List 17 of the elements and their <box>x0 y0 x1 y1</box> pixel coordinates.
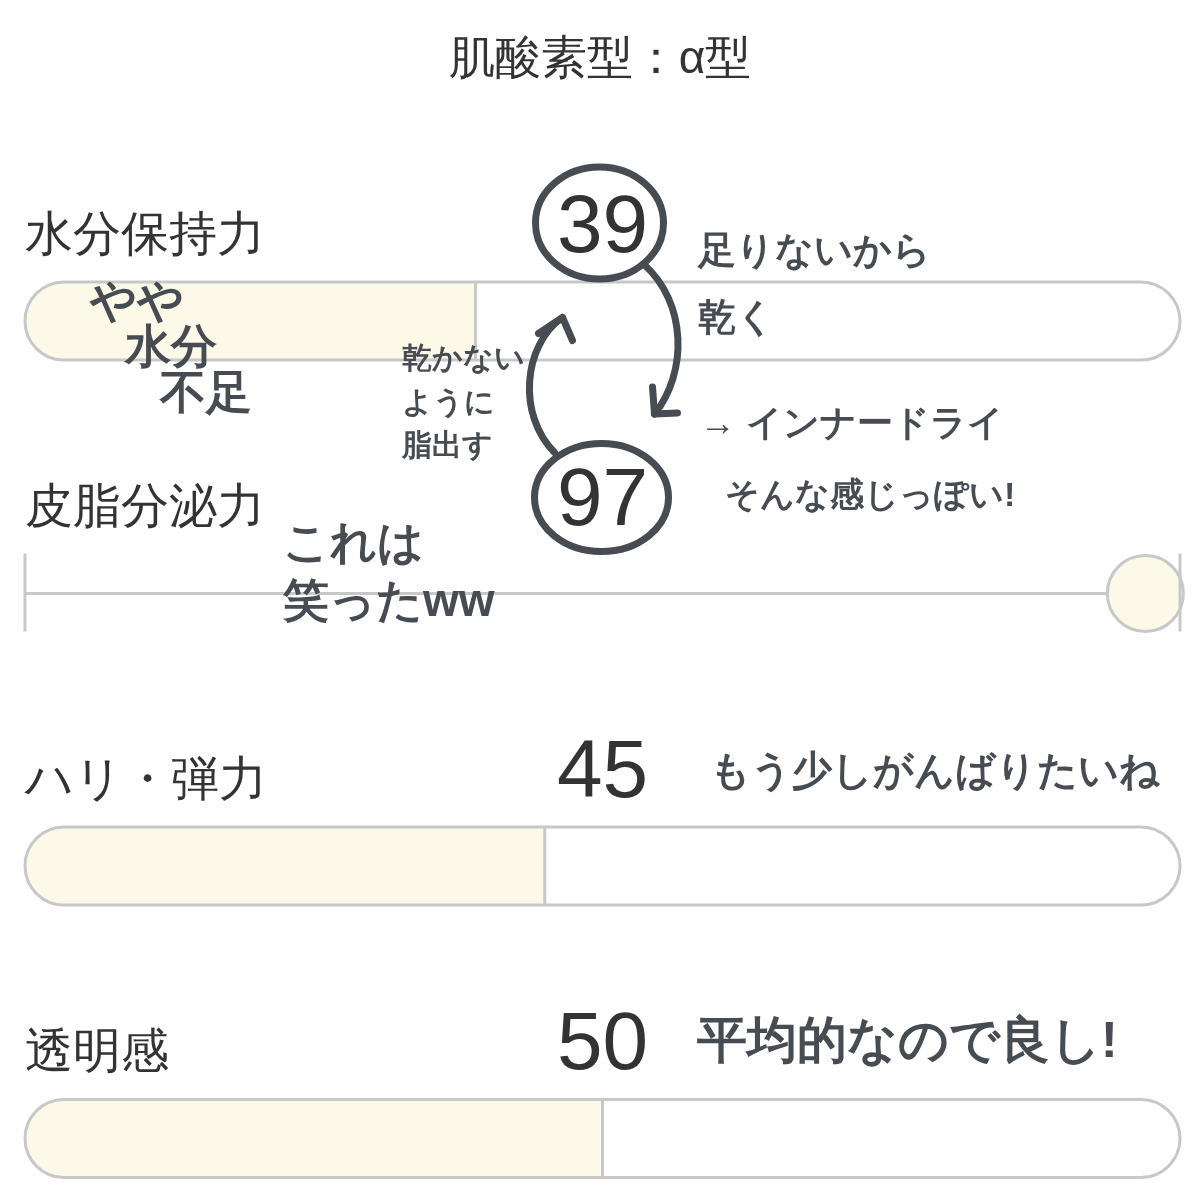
annotation: 97 <box>556 450 649 541</box>
annotation: 乾かないように脂出す <box>402 340 525 461</box>
annotation: もう少しがんばりたいね <box>710 748 1160 792</box>
category-label: 透明感 <box>25 1024 169 1077</box>
annotation: 平均的なので良し! <box>697 1012 1118 1068</box>
annotation: そんな感じっぽい! <box>725 475 1016 513</box>
annotation: 足りないから乾く <box>698 229 931 338</box>
annotation: これは笑ったww <box>283 516 495 626</box>
value-label: 50 <box>556 995 649 1086</box>
title: 肌酸素型：α型 <box>448 31 752 83</box>
value-label: 39 <box>556 177 649 269</box>
category-label: 水分保持力 <box>25 206 265 260</box>
category-label: ハリ・弾力 <box>25 751 267 805</box>
annotation: やや水分不足 <box>90 274 252 418</box>
annotation: → インナードライ <box>700 401 1004 443</box>
category-label: 皮脂分泌力 <box>25 479 265 532</box>
value-label: 45 <box>556 722 649 814</box>
